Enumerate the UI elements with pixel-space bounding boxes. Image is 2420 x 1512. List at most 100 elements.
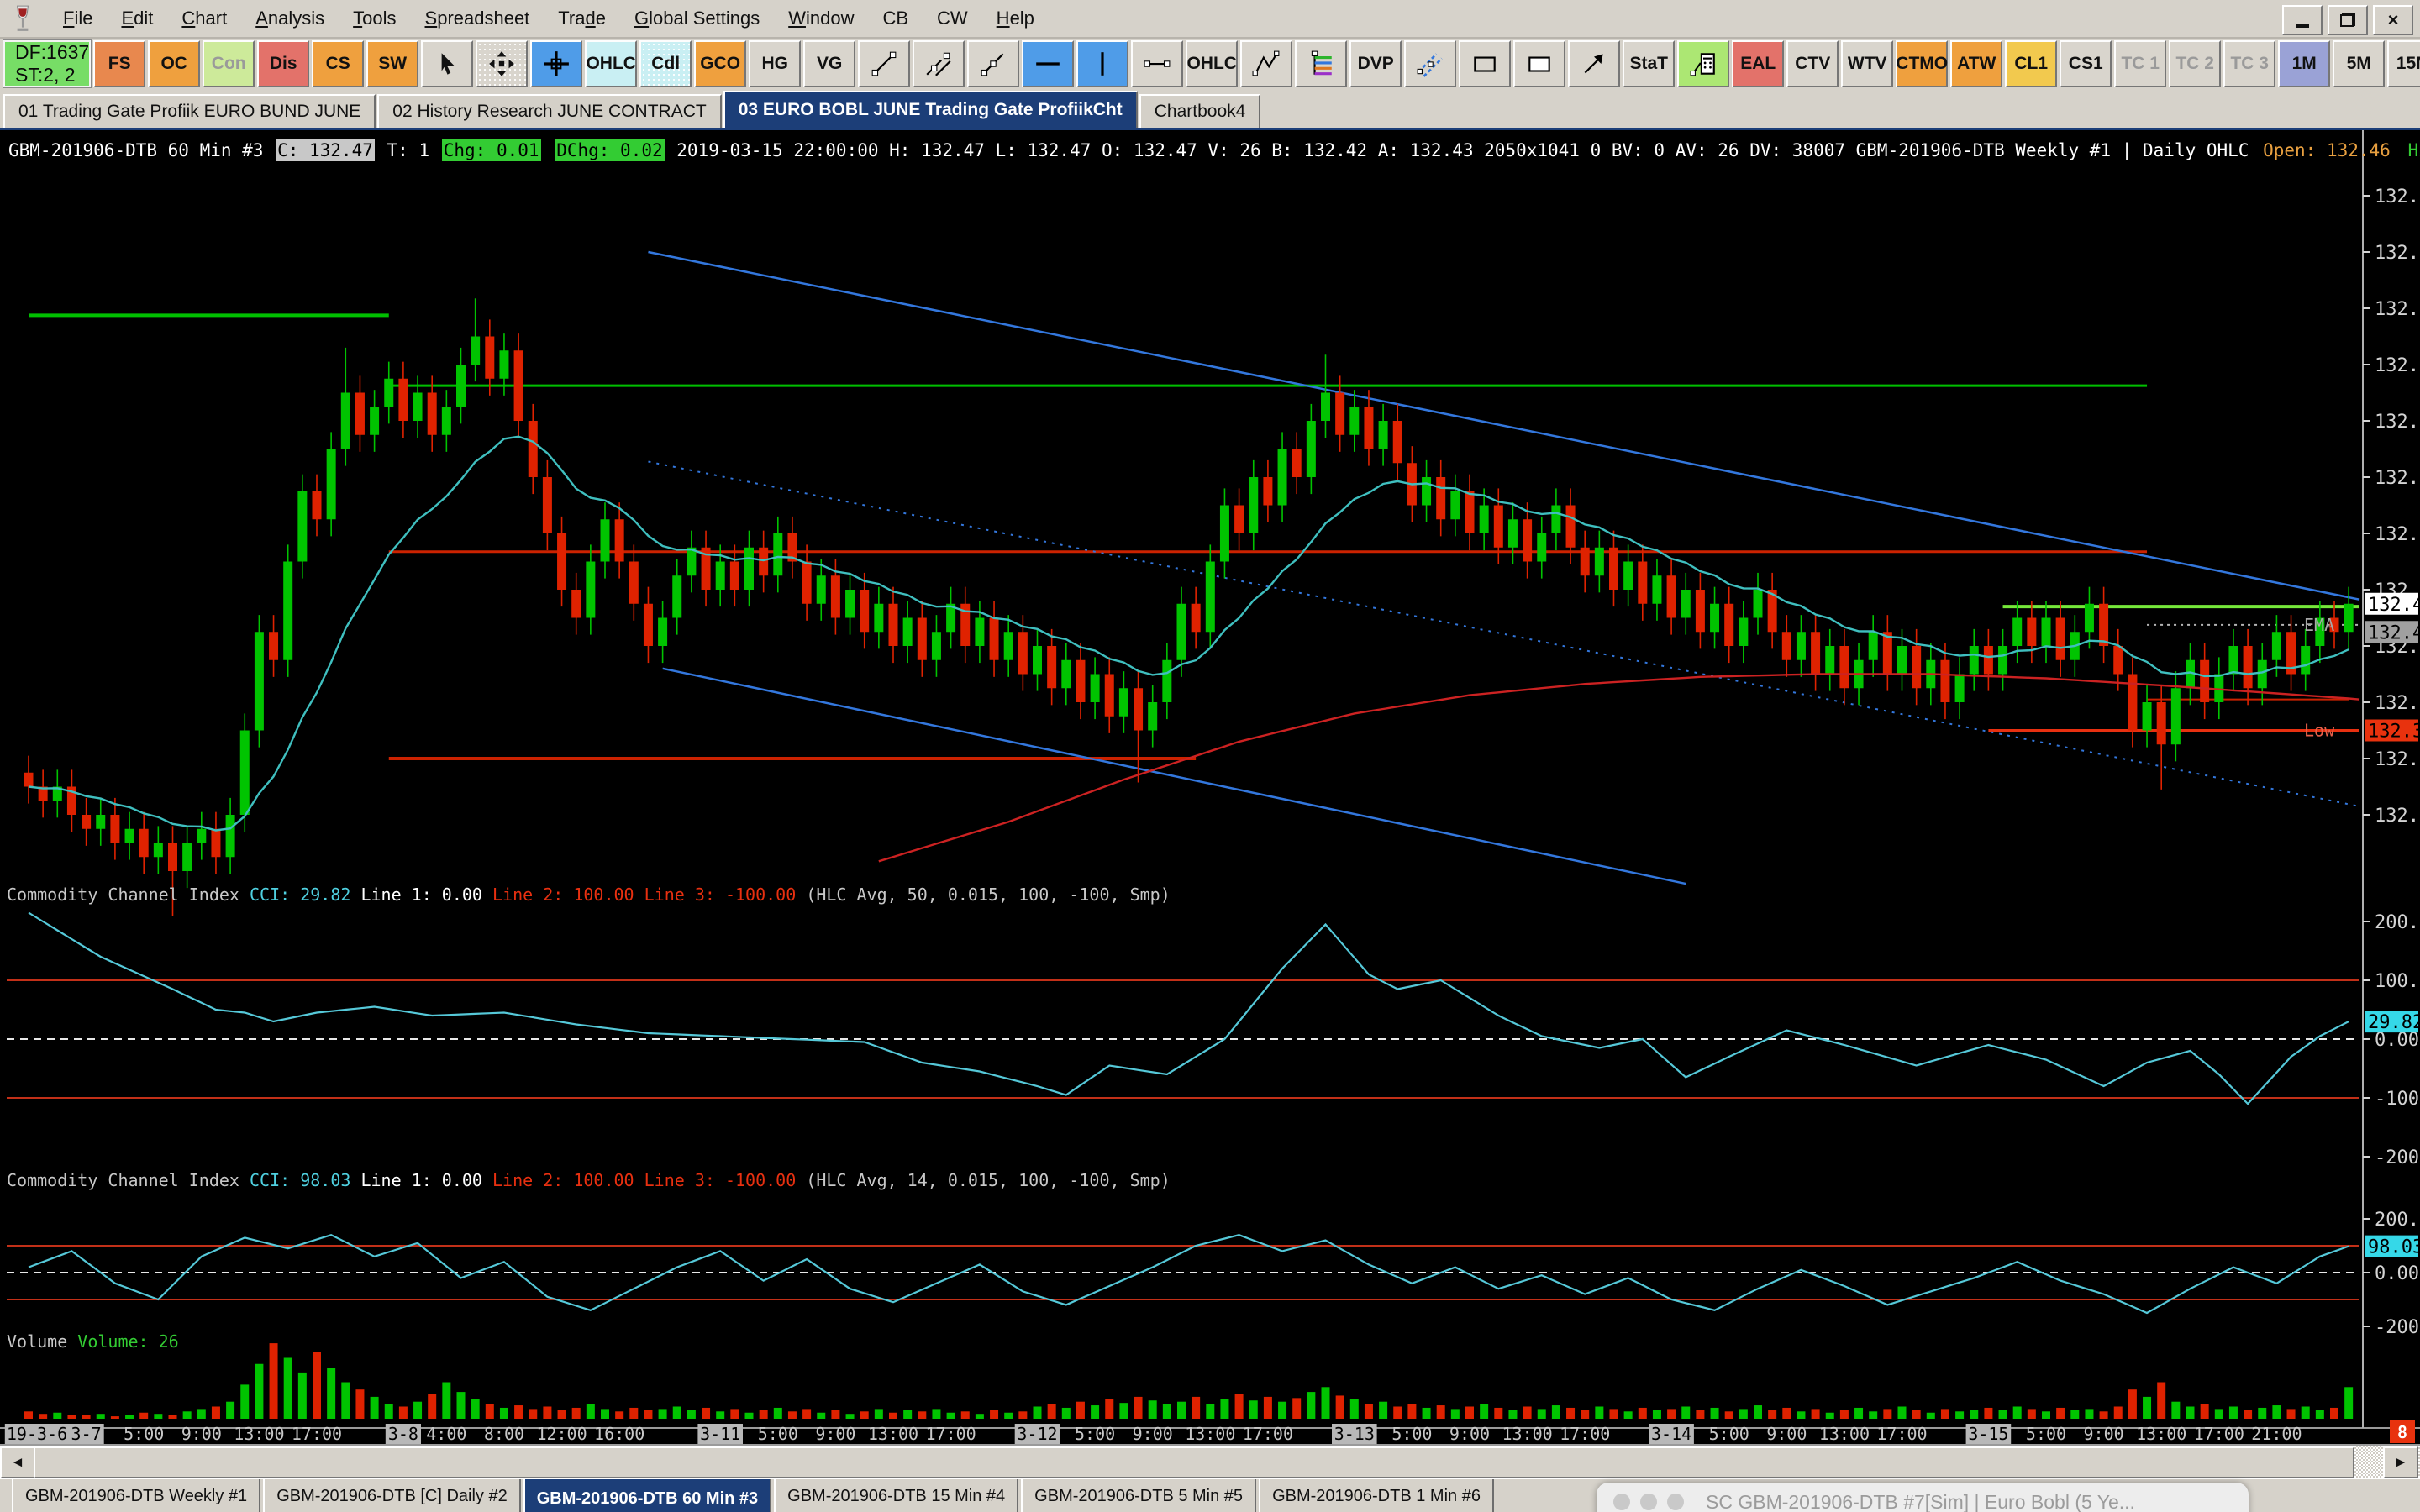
menu-tools[interactable]: Tools — [353, 8, 397, 29]
toolbar-button-atw[interactable]: ATW — [1950, 40, 2003, 87]
menu-bar: File Edit Chart Analysis Tools Spreadsheet Tra… — [0, 0, 2420, 39]
toolbar-button-eal[interactable]: EAL — [1732, 40, 1785, 87]
menu-file[interactable]: File — [63, 8, 93, 29]
chartbook-tab-3[interactable]: 03 EURO BOBL JUNE Trading Gate ProfiikCh… — [723, 91, 1138, 128]
scrollbar-thumb[interactable] — [34, 1446, 2354, 1478]
chart-tab-2[interactable]: GBM-201906-DTB [C] Daily #2 — [263, 1479, 521, 1512]
chartbook-tab-4[interactable]: Chartbook4 — [1139, 94, 1261, 128]
ray-icon-button[interactable] — [967, 40, 1020, 87]
crosshair-icon-button[interactable] — [530, 40, 583, 87]
chart-canvas[interactable]: EMA Low 19-3-6 3-7 5:00 9:00 13:00 17:00 3-8 4:00… — [0, 130, 2420, 1444]
svg-text:3-15: 3-15 — [1968, 1424, 2008, 1444]
chart-tab-5[interactable]: GBM-201906-DTB 5 Min #5 — [1021, 1479, 1257, 1512]
toolbar-button-5m[interactable]: 5M — [2333, 40, 2386, 87]
chart-tab-4[interactable]: GBM-201906-DTB 15 Min #4 — [774, 1479, 1019, 1512]
toolbar-button-ctv[interactable]: CTV — [1786, 40, 1839, 87]
toolbar-button-wtv[interactable]: WTV — [1841, 40, 1894, 87]
toolbar-button-con[interactable]: Con — [203, 40, 255, 87]
scroll-left-button[interactable]: ◄ — [0, 1446, 35, 1478]
svg-text:132.32: 132.32 — [2375, 806, 2420, 827]
menu-chart[interactable]: Chart — [182, 8, 228, 29]
menu-cw[interactable]: CW — [937, 8, 968, 29]
svg-text:12:00: 12:00 — [536, 1424, 587, 1444]
calc-line-icon-button[interactable] — [1677, 40, 1730, 87]
traffic-light-minimize-button[interactable] — [1640, 1494, 1657, 1510]
svg-text:9:00: 9:00 — [2084, 1424, 2124, 1444]
chart-tab-bar: GBM-201906-DTB Weekly #1 GBM-201906-DTB [… — [0, 1478, 2420, 1512]
price-scale[interactable]: 132.76 132.72 132.68 132.64 132.60 132.56 132.… — [2362, 130, 2420, 1428]
menu-global-settings[interactable]: Global Settings — [634, 8, 760, 29]
zigzag-icon-button[interactable] — [1240, 40, 1293, 87]
rectangle-icon-button[interactable] — [1459, 40, 1512, 87]
toolbar-button-vg[interactable]: VG — [803, 40, 856, 87]
svg-text:-100.00: -100.00 — [2375, 1089, 2420, 1110]
chartbook-tab-2[interactable]: 02 History Research JUNE CONTRACT — [377, 94, 722, 128]
toolbar-button-dis[interactable]: Dis — [257, 40, 310, 87]
toolbar-button-ohlc-style[interactable]: OHLC — [585, 40, 638, 87]
toolbar-button-fs[interactable]: FS — [93, 40, 146, 87]
menu-edit[interactable]: Edit — [121, 8, 154, 29]
svg-text:132.52: 132.52 — [2375, 524, 2420, 545]
menu-cb[interactable]: CB — [882, 8, 909, 29]
toolbar-button-stat[interactable]: StaT — [1623, 40, 1676, 87]
menu-window[interactable]: Window — [788, 8, 855, 29]
toolbar-button-tc3[interactable]: TC 3 — [2223, 40, 2276, 87]
pointer-icon-button[interactable] — [421, 40, 474, 87]
menu-trade[interactable]: Trade — [558, 8, 606, 29]
chart-area: EMA Low 19-3-6 3-7 5:00 9:00 13:00 17:00 3-8 4:00… — [0, 130, 2420, 1444]
svg-text:13:00: 13:00 — [1502, 1424, 1552, 1444]
chartbook-tab-1[interactable]: 01 Trading Gate Profiik EURO BUND JUNE — [3, 94, 376, 128]
chart-tab-3[interactable]: GBM-201906-DTB 60 Min #3 — [523, 1479, 772, 1512]
toolbar-button-15m[interactable]: 15M — [2387, 40, 2420, 87]
toolbar-button-1m[interactable]: 1M — [2278, 40, 2331, 87]
toolbar-button-candle-style[interactable]: Cdl — [639, 40, 692, 87]
svg-text:9:00: 9:00 — [815, 1424, 855, 1444]
toolbar-button-tc2[interactable]: TC 2 — [2169, 40, 2222, 87]
restore-button[interactable] — [2328, 5, 2368, 35]
scroll-right-button[interactable]: ► — [2383, 1446, 2418, 1478]
background-window-titlebar[interactable]: SC GBM-201906-DTB #7[Sim] | Euro Bobl (5… — [1597, 1483, 2249, 1512]
close-button[interactable]: × — [2373, 5, 2413, 35]
pan-hand-icon-button[interactable] — [476, 40, 529, 87]
svg-text:132.36: 132.36 — [2375, 749, 2420, 770]
arrow-tool-icon-button[interactable] — [1568, 40, 1621, 87]
parallel-trend-icon-button[interactable] — [913, 40, 965, 87]
chart-tab-6[interactable]: GBM-201906-DTB 1 Min #6 — [1259, 1479, 1494, 1512]
toolbar-button-cs[interactable]: CS — [312, 40, 365, 87]
svg-text:3-7: 3-7 — [71, 1424, 102, 1444]
traffic-light-zoom-button[interactable] — [1667, 1494, 1684, 1510]
toolbar-button-sw[interactable]: SW — [366, 40, 419, 87]
toolbar-button-hg[interactable]: HG — [749, 40, 802, 87]
svg-text:13:00: 13:00 — [868, 1424, 918, 1444]
toolbar-button-cs1[interactable]: CS1 — [2060, 40, 2112, 87]
svg-text:-200.00: -200.00 — [2375, 1147, 2420, 1168]
toolbar-button-ohlc-tool[interactable]: OHLC — [1186, 40, 1239, 87]
vertical-line-icon-button[interactable] — [1076, 40, 1129, 87]
menu-analysis[interactable]: Analysis — [255, 8, 325, 29]
traffic-light-close-button[interactable] — [1613, 1494, 1630, 1510]
rectangle-filled-icon-button[interactable] — [1513, 40, 1566, 87]
svg-text:16:00: 16:00 — [594, 1424, 644, 1444]
parallel-dashed-icon-button[interactable] — [1404, 40, 1457, 87]
toolbar-button-tc1[interactable]: TC 1 — [2114, 40, 2167, 87]
df-status-box: DF:1637 ST:2, 2 — [2, 39, 92, 88]
horizontal-scrollbar[interactable]: ◄ ► — [0, 1444, 2420, 1478]
wine-app-icon — [17, 5, 29, 31]
background-window-title: SC GBM-201906-DTB #7[Sim] | Euro Bobl (5… — [1706, 1490, 2135, 1512]
price-segment-icon-button[interactable] — [1131, 40, 1184, 87]
trendline-icon-button[interactable] — [858, 40, 911, 87]
toolbar-button-cl1[interactable]: CL1 — [2005, 40, 2058, 87]
toolbar-button-oc[interactable]: OC — [148, 40, 201, 87]
menu-help[interactable]: Help — [996, 8, 1034, 29]
minimize-button[interactable] — [2282, 5, 2323, 35]
toolbar-button-ctmo[interactable]: CTMO — [1896, 40, 1949, 87]
fib-retracement-icon-button[interactable] — [1295, 40, 1348, 87]
time-axis[interactable]: 19-3-6 3-7 5:00 9:00 13:00 17:00 3-8 4:00 8:00 12… — [0, 1420, 2420, 1444]
toolbar-button-dvp[interactable]: DVP — [1349, 40, 1402, 87]
horizontal-line-icon-button[interactable] — [1022, 40, 1075, 87]
chart-tab-1[interactable]: GBM-201906-DTB Weekly #1 — [12, 1479, 261, 1512]
toolbar-button-gco[interactable]: GCO — [694, 40, 747, 87]
price-drawings — [29, 250, 2360, 885]
menu-spreadsheet[interactable]: Spreadsheet — [424, 8, 530, 29]
svg-text:17:00: 17:00 — [292, 1424, 342, 1444]
